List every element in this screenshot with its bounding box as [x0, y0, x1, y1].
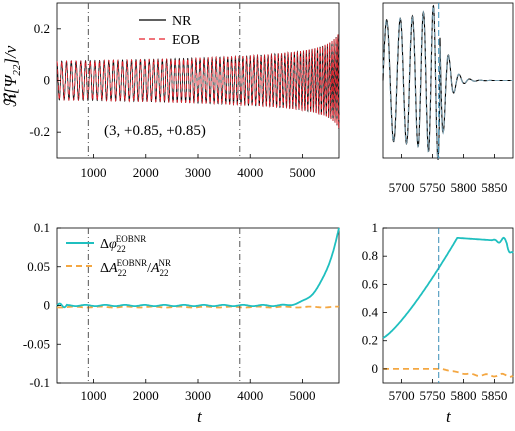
- x-axis-label-right: t: [446, 407, 452, 426]
- y-tick-label: 0.1: [34, 220, 50, 235]
- x-tick-label: 5750: [420, 180, 446, 195]
- x-tick-label: 5750: [420, 388, 446, 403]
- diff-zoom-curves: [382, 236, 514, 378]
- y-tick-label: 0.8: [362, 248, 378, 263]
- x-tick-label: 5700: [389, 180, 415, 195]
- x-tick-label: 5800: [450, 180, 476, 195]
- legend-bottom: Δφ22EOBNR ΔA22EOBNR/A22NR: [66, 234, 171, 278]
- legend-phase-label: Δφ22EOBNR: [100, 234, 146, 254]
- x-tick-label: 1000: [81, 165, 107, 180]
- x-tick-label: 5000: [289, 388, 315, 403]
- x-tick-label: 4000: [237, 165, 263, 180]
- y-tick-label: 0: [372, 361, 379, 376]
- amp-diff-zoom: [383, 368, 514, 378]
- eob-waveform-zoom: [382, 5, 513, 160]
- y-axis-label: ℜ[Ψ22]/ν: [1, 45, 23, 108]
- legend-eob-label: EOB: [172, 33, 200, 48]
- panel-bottom-right: [382, 227, 514, 384]
- nr-waveform: [56, 34, 340, 129]
- y-tick-label: 0.2: [34, 21, 50, 36]
- legend-nr-label: NR: [172, 14, 192, 29]
- x-tick-label: 5700: [389, 388, 415, 403]
- x-tick-label: 4000: [237, 388, 263, 403]
- phase-diff-curve: [56, 227, 340, 309]
- nr-waveform-zoom: [382, 4, 513, 160]
- config-annotation: (3, +0.85, +0.85): [104, 123, 206, 139]
- y-tick-label: -0.1: [29, 375, 50, 390]
- x-tick-label: 5000: [289, 165, 315, 180]
- legend-amp-label: ΔA22EOBNR/A22NR: [100, 258, 171, 278]
- x-tick-label: 3000: [185, 165, 211, 180]
- x-tick-label: 5850: [481, 180, 507, 195]
- panel-frame: [382, 227, 514, 384]
- y-tick-label: 0: [44, 73, 51, 88]
- y-tick-label: -0.05: [23, 336, 50, 351]
- amp-diff-curve: [56, 305, 340, 309]
- waveform-zoom-group: [382, 4, 513, 160]
- panel-bottom-left: Δφ22EOBNR ΔA22EOBNR/A22NR: [56, 227, 340, 384]
- eob-waveform: [56, 34, 340, 129]
- x-tick-label: 5850: [481, 388, 507, 403]
- x-tick-label: 1000: [81, 388, 107, 403]
- x-tick-label: 2000: [133, 388, 159, 403]
- panel-top-right: [382, 2, 514, 160]
- y-tick-label: 1: [372, 220, 379, 235]
- y-tick-label: 0.05: [27, 259, 50, 274]
- diff-curves: [56, 227, 340, 309]
- legend-top: NR EOB: [139, 14, 200, 48]
- x-axis-label-left: t: [197, 407, 203, 426]
- y-tick-label: 0.2: [362, 333, 378, 348]
- y-tick-label: -0.2: [29, 124, 50, 139]
- x-tick-label: 5800: [450, 388, 476, 403]
- waveform-group: [56, 34, 340, 129]
- x-tick-label: 3000: [185, 388, 211, 403]
- panel-top-left: (3, +0.85, +0.85) NR EOB: [56, 2, 340, 159]
- phase-diff-zoom: [382, 236, 514, 339]
- x-tick-label: 2000: [133, 165, 159, 180]
- y-tick-label: 0.6: [362, 276, 379, 291]
- y-tick-label: 0.4: [362, 305, 379, 320]
- y-tick-label: 0: [44, 298, 51, 313]
